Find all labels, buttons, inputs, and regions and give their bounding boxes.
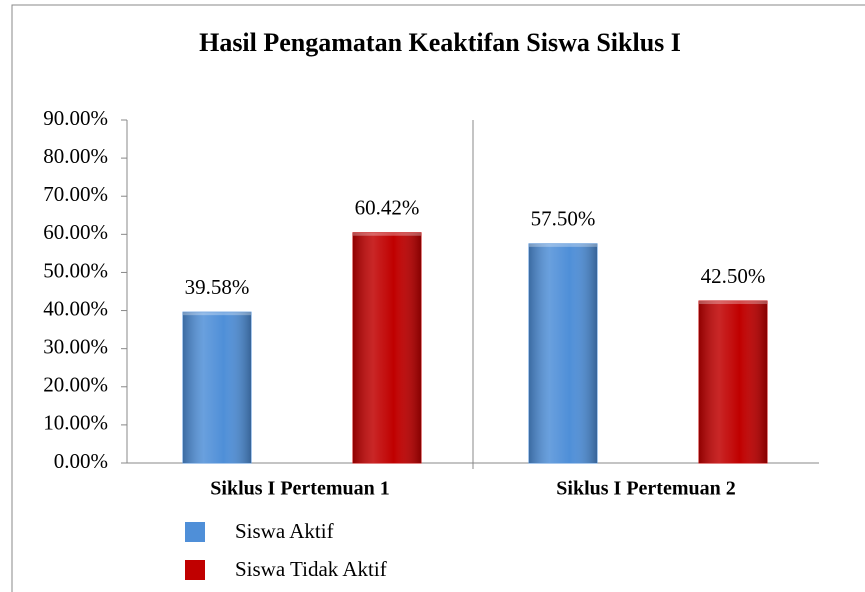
legend-label: Siswa Tidak Aktif xyxy=(235,557,387,581)
data-label: 39.58% xyxy=(185,275,250,299)
data-label: 42.50% xyxy=(701,264,766,288)
chart-frame xyxy=(11,4,865,592)
legend-label: Siswa Aktif xyxy=(235,519,334,543)
x-tick-label: Siklus I Pertemuan 1 xyxy=(210,478,389,500)
bar-shading xyxy=(183,312,251,463)
legend-swatch xyxy=(185,522,205,542)
y-tick-label: 40.00% xyxy=(43,296,108,320)
bar-shading xyxy=(353,232,421,463)
y-tick-label: 20.00% xyxy=(43,373,108,397)
y-tick-label: 50.00% xyxy=(43,258,108,282)
data-label: 60.42% xyxy=(355,196,420,220)
y-tick-label: 10.00% xyxy=(43,411,108,435)
x-tick-label: Siklus I Pertemuan 2 xyxy=(556,478,735,500)
bar-top xyxy=(529,243,597,247)
y-tick-label: 30.00% xyxy=(43,334,108,358)
y-tick-label: 90.00% xyxy=(43,106,108,130)
chart-title: Hasil Pengamatan Keaktifan Siswa Siklus … xyxy=(199,28,681,57)
y-tick-label: 80.00% xyxy=(43,144,108,168)
y-tick-label: 70.00% xyxy=(43,182,108,206)
y-tick-label: 0.00% xyxy=(54,449,108,473)
data-label: 57.50% xyxy=(531,207,596,231)
bar-top xyxy=(353,232,421,236)
bar-top xyxy=(699,301,767,305)
y-tick-label: 60.00% xyxy=(43,220,108,244)
bar-top xyxy=(183,312,251,316)
legend-swatch xyxy=(185,560,205,580)
bar-shading xyxy=(699,301,767,463)
bar-shading xyxy=(529,243,597,463)
